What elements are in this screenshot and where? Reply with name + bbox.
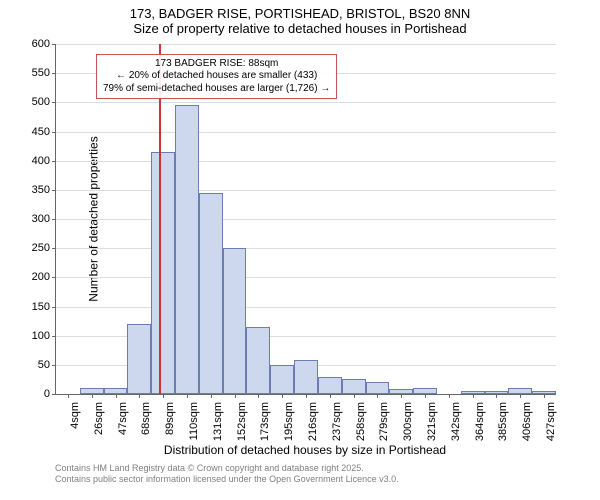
- gridline: [56, 219, 556, 220]
- histogram-bar: [104, 388, 128, 394]
- footer-line1: Contains HM Land Registry data © Crown c…: [55, 463, 600, 474]
- histogram-bar: [294, 360, 318, 394]
- x-tick-label: 47sqm: [113, 402, 129, 435]
- y-tick-label: 0: [44, 388, 56, 400]
- x-tick-label: 195sqm: [279, 402, 295, 441]
- x-tick-mark: [258, 394, 259, 398]
- x-tick-mark: [211, 394, 212, 398]
- x-tick-label: 385sqm: [493, 402, 509, 441]
- x-tick-mark: [449, 394, 450, 398]
- x-tick-label: 321sqm: [422, 402, 438, 441]
- histogram-bar: [389, 389, 413, 394]
- histogram-bar: [270, 365, 294, 394]
- histogram-bar: [485, 391, 509, 395]
- y-tick-label: 100: [32, 330, 56, 342]
- gridline: [56, 102, 556, 103]
- x-tick-label: 342sqm: [446, 402, 462, 441]
- info-box-line3: 79% of semi-detached houses are larger (…: [103, 83, 330, 96]
- x-tick-label: 258sqm: [351, 402, 367, 441]
- histogram-bar: [80, 388, 104, 394]
- y-tick-label: 300: [32, 213, 56, 225]
- gridline: [56, 248, 556, 249]
- gridline: [56, 190, 556, 191]
- x-tick-mark: [401, 394, 402, 398]
- y-tick-label: 200: [32, 271, 56, 283]
- footer-line2: Contains public sector information licen…: [55, 474, 600, 485]
- info-box-line2: ← 20% of detached houses are smaller (43…: [103, 70, 330, 83]
- x-tick-mark: [163, 394, 164, 398]
- histogram-bar: [127, 324, 151, 394]
- x-tick-label: 68sqm: [136, 402, 152, 435]
- x-tick-mark: [496, 394, 497, 398]
- x-tick-mark: [377, 394, 378, 398]
- histogram-bar: [413, 388, 437, 394]
- y-tick-label: 150: [32, 301, 56, 313]
- x-tick-label: 173sqm: [255, 402, 271, 441]
- histogram-bar: [246, 327, 270, 394]
- y-tick-label: 600: [32, 38, 56, 50]
- x-tick-label: 131sqm: [208, 402, 224, 441]
- histogram-bar: [318, 377, 342, 395]
- x-tick-label: 26sqm: [89, 402, 105, 435]
- x-tick-label: 279sqm: [374, 402, 390, 441]
- x-tick-label: 152sqm: [232, 402, 248, 441]
- x-tick-mark: [282, 394, 283, 398]
- x-tick-label: 89sqm: [160, 402, 176, 435]
- x-tick-label: 110sqm: [184, 402, 200, 440]
- y-tick-label: 350: [32, 184, 56, 196]
- x-tick-label: 237sqm: [327, 402, 343, 441]
- x-tick-mark: [520, 394, 521, 398]
- x-tick-mark: [544, 394, 545, 398]
- x-tick-label: 427sqm: [541, 402, 557, 441]
- y-tick-label: 50: [38, 359, 56, 371]
- histogram-bar: [366, 382, 390, 394]
- histogram-bar: [175, 105, 199, 394]
- y-tick-label: 400: [32, 155, 56, 167]
- chart-title-line2: Size of property relative to detached ho…: [0, 21, 600, 36]
- reference-info-box: 173 BADGER RISE: 88sqm ← 20% of detached…: [96, 54, 337, 100]
- x-tick-mark: [187, 394, 188, 398]
- plot-area: Number of detached properties 173 BADGER…: [55, 44, 556, 395]
- chart-container: Number of detached properties 173 BADGER…: [55, 44, 600, 457]
- x-tick-label: 406sqm: [517, 402, 533, 441]
- x-tick-mark: [92, 394, 93, 398]
- histogram-bar: [199, 193, 223, 394]
- x-tick-mark: [473, 394, 474, 398]
- gridline: [56, 44, 556, 45]
- gridline: [56, 161, 556, 162]
- histogram-bar: [223, 248, 247, 394]
- histogram-bar: [461, 391, 485, 394]
- x-tick-label: 4sqm: [65, 402, 81, 429]
- x-tick-mark: [139, 394, 140, 398]
- footer-attribution: Contains HM Land Registry data © Crown c…: [55, 463, 600, 485]
- x-axis-title: Distribution of detached houses by size …: [55, 443, 555, 457]
- x-tick-mark: [425, 394, 426, 398]
- x-tick-label: 364sqm: [470, 402, 486, 441]
- chart-title-block: 173, BADGER RISE, PORTISHEAD, BRISTOL, B…: [0, 0, 600, 36]
- y-tick-label: 250: [32, 242, 56, 254]
- x-tick-mark: [330, 394, 331, 398]
- histogram-bar: [508, 388, 532, 394]
- histogram-bar: [342, 379, 366, 394]
- x-tick-label: 300sqm: [398, 402, 414, 441]
- x-tick-mark: [68, 394, 69, 398]
- x-tick-label: 216sqm: [303, 402, 319, 441]
- histogram-bar: [532, 391, 556, 394]
- gridline: [56, 307, 556, 308]
- y-tick-label: 500: [32, 96, 56, 108]
- y-tick-label: 550: [32, 67, 56, 79]
- chart-title-line1: 173, BADGER RISE, PORTISHEAD, BRISTOL, B…: [0, 6, 600, 21]
- info-box-line1: 173 BADGER RISE: 88sqm: [103, 58, 330, 71]
- gridline: [56, 277, 556, 278]
- gridline: [56, 132, 556, 133]
- x-tick-mark: [306, 394, 307, 398]
- x-tick-mark: [235, 394, 236, 398]
- histogram-bar: [151, 152, 175, 394]
- x-tick-mark: [116, 394, 117, 398]
- y-tick-label: 450: [32, 126, 56, 138]
- x-tick-mark: [354, 394, 355, 398]
